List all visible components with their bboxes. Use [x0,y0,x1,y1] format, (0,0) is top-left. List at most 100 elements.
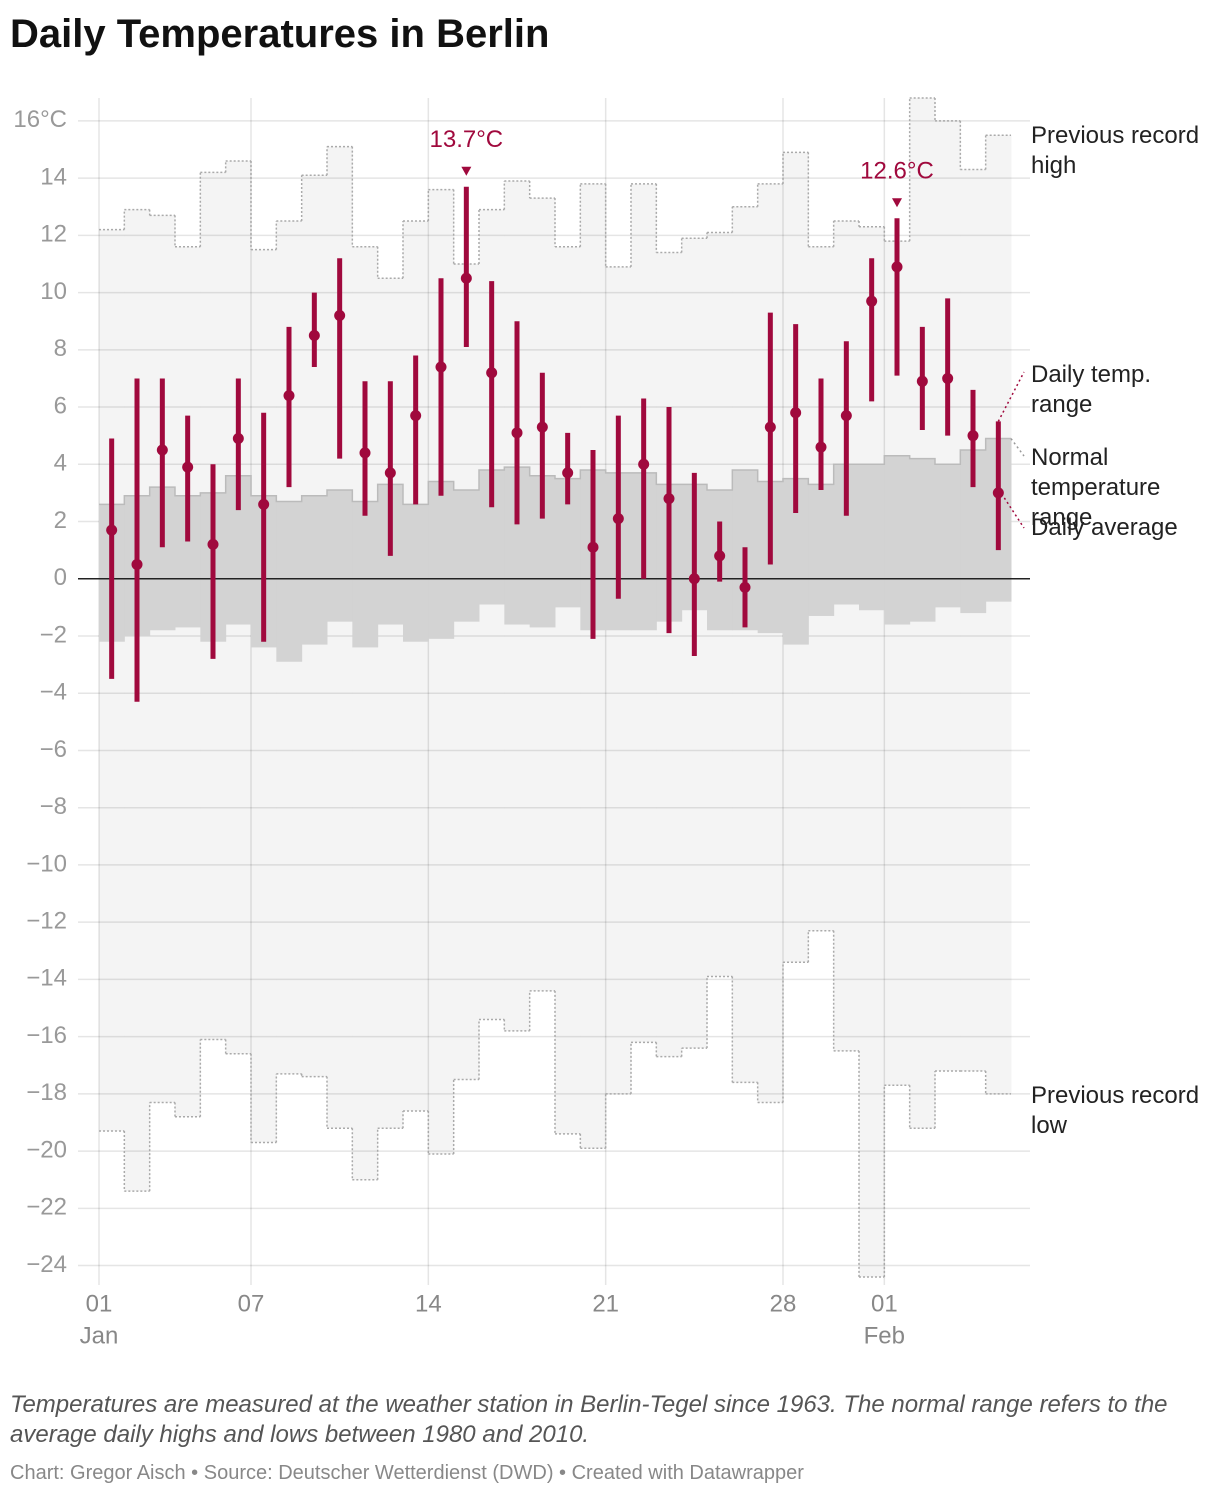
y-tick-label: 2 [54,507,67,534]
normal-band [909,458,936,622]
y-tick-label: −20 [26,1136,67,1163]
daily-average [308,330,320,342]
y-tick-label: −16 [26,1022,67,1049]
label-connector [1003,497,1025,529]
daily-average [207,538,219,550]
value-label: 13.7°C [430,126,504,153]
y-tick-label: 8 [54,335,67,362]
series-label: Daily average [1031,514,1178,541]
y-tick-label: −12 [26,907,67,934]
record-outline-layer [99,97,1011,1278]
daily-average [815,441,827,453]
y-tick-label: −18 [26,1079,67,1106]
series-label: Previous record low [1031,1082,1200,1139]
daily-average [790,407,802,419]
daily-average [106,524,118,536]
normal-band [935,464,961,608]
x-tick-label: 14 [415,1290,442,1317]
value-label: 12.6°C [860,158,934,185]
daily-average [967,430,979,442]
normal-band [808,484,835,616]
normal-band [301,495,328,645]
daily-average [714,550,726,562]
record-band [960,169,987,1071]
record-band [175,246,201,1117]
daily-average [384,467,396,479]
y-tick-label: −4 [40,679,67,706]
daily-average [663,493,675,505]
daily-average [764,421,776,433]
y-tick-label: 4 [54,450,67,477]
record-band [251,249,277,1143]
record-band [985,135,1012,1094]
daily-average [688,573,700,585]
chart: 13.7°C 12.6°C 16°C 14 12 10 8 6 4 2 0 −2 −4 −6 −8 −10 −1… [13,97,1030,1349]
record-band [403,221,429,1112]
daily-average [283,390,295,402]
normal-band [403,504,429,642]
record-band [555,246,581,1134]
daily-average [460,272,472,284]
record-band [453,263,480,1080]
daily-average [536,421,548,433]
record-band [732,206,759,1083]
normal-band [859,464,885,611]
daily-average [942,372,954,384]
x-tick-label: 07 [238,1290,265,1317]
y-tick-label: −2 [40,621,67,648]
series-label: Previous record high [1031,122,1200,179]
annotation-marker [461,166,472,176]
marks-layer: 13.7°C 12.6°C [106,126,1025,702]
normal-band [884,455,911,625]
normal-band [276,501,303,662]
y-tick-label: −14 [26,965,67,992]
normal-band [352,501,379,648]
label-connector [1010,438,1025,457]
label-connector [997,371,1025,422]
grid-layer [78,98,1030,1285]
record-band [656,252,683,1057]
daily-average [156,444,168,456]
y-tick-label: −24 [26,1251,67,1278]
daily-average [866,295,878,307]
record-band-layer [99,98,1012,1277]
daily-average [562,467,574,479]
normal-band [428,481,455,639]
month-label: Feb [864,1322,905,1349]
daily-average [840,410,852,422]
daily-average [258,498,270,510]
series-label: Daily temp. range [1031,361,1152,418]
y-tick-label: 10 [40,278,67,305]
record-band [605,266,632,1094]
daily-average [916,375,928,387]
daily-average [435,361,447,373]
daily-average [891,261,903,273]
y-tick-label: 12 [40,221,67,248]
daily-average [131,558,143,570]
daily-average [410,410,422,422]
y-tick-label: −6 [40,736,67,763]
daily-average [334,309,346,321]
daily-average [486,367,498,379]
normal-band [453,490,480,622]
annotation-marker [892,198,902,208]
x-tick-label: 21 [592,1290,619,1317]
x-tick-label: 28 [770,1290,797,1317]
chart-title: Daily Temperatures in Berlin [10,12,550,56]
normal-band [327,490,353,622]
y-tick-label: 0 [54,564,67,591]
y-tick-label: 6 [54,392,67,419]
x-tick-label: 01 [871,1290,898,1317]
y-tick-label: −22 [26,1194,67,1221]
daily-average [739,581,751,593]
record-band [149,215,176,1103]
daily-average [612,513,624,525]
description: Temperatures are measured at the weather… [10,1391,1168,1448]
normal-band-edge [99,437,1011,506]
x-tick-label: 01 [86,1290,113,1317]
record-band [580,183,607,1149]
series-label: Normal temperature range [1031,444,1161,531]
record-band [859,226,885,1277]
daily-average [232,433,244,445]
